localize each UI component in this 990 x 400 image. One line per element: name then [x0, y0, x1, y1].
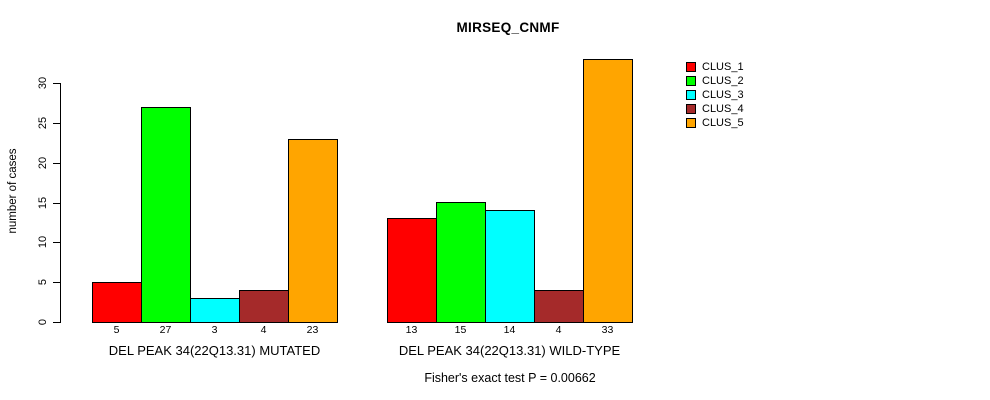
bar-value-label: 15 — [454, 324, 467, 336]
y-axis-tick — [53, 282, 60, 283]
y-axis-tick-label: 5 — [37, 278, 49, 286]
x-group-label: DEL PEAK 34(22Q13.31) WILD-TYPE — [398, 343, 621, 358]
y-axis-title: number of cases — [7, 148, 19, 234]
y-axis-tick — [53, 322, 60, 323]
bar-clus_4-group2 — [534, 290, 584, 323]
y-axis-tick-label: 10 — [37, 235, 49, 249]
bar-value-label: 13 — [405, 324, 418, 336]
y-axis-tick — [53, 242, 60, 243]
bar-value-label: 4 — [555, 324, 562, 336]
legend-item-clus_2: CLUS_2 — [686, 74, 744, 88]
legend-swatch-clus_5 — [686, 118, 696, 128]
bar-value-label: 14 — [503, 324, 516, 336]
legend-item-clus_5: CLUS_5 — [686, 116, 744, 130]
bar-value-label: 5 — [113, 324, 120, 336]
legend-label: CLUS_1 — [702, 61, 744, 73]
legend-swatch-clus_3 — [686, 90, 696, 100]
bar-clus_1-group2 — [387, 218, 437, 323]
y-axis-tick-label: 15 — [37, 196, 49, 210]
y-axis-tick-label: 0 — [37, 318, 49, 326]
y-axis-tick — [53, 123, 60, 124]
bar-clus_2-group2 — [436, 202, 486, 323]
legend-label: CLUS_2 — [702, 75, 744, 87]
y-axis-tick — [53, 163, 60, 164]
bar-clus_2-group1 — [141, 107, 191, 323]
legend-label: CLUS_3 — [702, 89, 744, 101]
y-axis-line — [60, 83, 61, 323]
x-group-label: DEL PEAK 34(22Q13.31) MUTATED — [108, 343, 321, 358]
bar-clus_4-group1 — [239, 290, 289, 323]
y-axis-tick — [53, 83, 60, 84]
chart-title: MIRSEQ_CNMF — [456, 20, 560, 35]
bar-clus_5-group2 — [583, 59, 633, 323]
y-axis-tick — [53, 203, 60, 204]
bar-value-label: 23 — [306, 324, 319, 336]
legend: CLUS_1 CLUS_2 CLUS_3 CLUS_4 CLUS_5 — [686, 60, 744, 130]
legend-swatch-clus_4 — [686, 104, 696, 114]
bar-clus_3-group1 — [190, 298, 240, 323]
legend-swatch-clus_1 — [686, 62, 696, 72]
bar-value-label: 33 — [601, 324, 614, 336]
legend-item-clus_1: CLUS_1 — [686, 60, 744, 74]
y-axis-tick-label: 30 — [37, 76, 49, 90]
bar-clus_3-group2 — [485, 210, 535, 323]
bar-clus_1-group1 — [92, 282, 142, 323]
legend-label: CLUS_4 — [702, 103, 744, 115]
y-axis-tick-label: 25 — [37, 116, 49, 130]
fisher-test-caption: Fisher's exact test P = 0.00662 — [424, 371, 596, 385]
legend-label: CLUS_5 — [702, 117, 744, 129]
bar-value-label: 27 — [159, 324, 172, 336]
bar-clus_5-group1 — [288, 139, 338, 323]
bar-value-label: 3 — [211, 324, 218, 336]
y-axis-tick-label: 20 — [37, 156, 49, 170]
legend-item-clus_3: CLUS_3 — [686, 88, 744, 102]
legend-swatch-clus_2 — [686, 76, 696, 86]
bar-value-label: 4 — [260, 324, 267, 336]
legend-item-clus_4: CLUS_4 — [686, 102, 744, 116]
